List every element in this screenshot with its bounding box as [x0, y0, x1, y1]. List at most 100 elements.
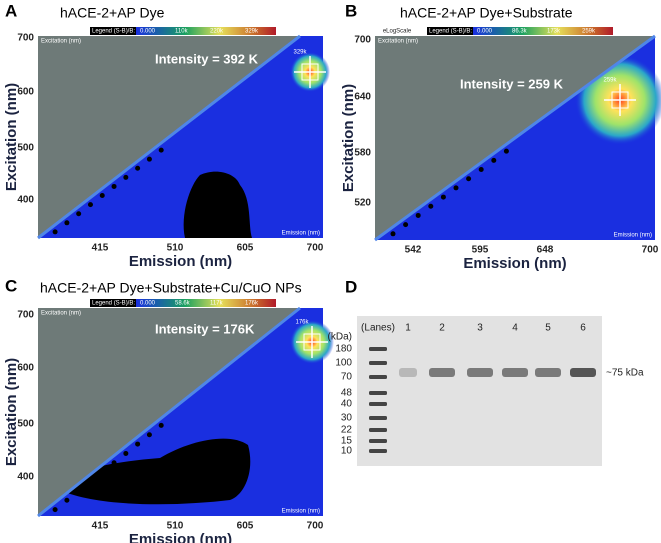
speck [135, 165, 141, 171]
panel-label: B [345, 1, 357, 20]
speck [158, 147, 164, 153]
speck [146, 432, 152, 438]
legend-bar [473, 27, 613, 35]
x-tick-label: 595 [472, 245, 489, 256]
ladder-band [369, 428, 387, 432]
legend-label: Legend (S-B)/B: [92, 29, 135, 35]
y-tick-label: 700 [17, 33, 34, 44]
speck [503, 148, 509, 154]
ladder-band [369, 402, 387, 406]
band [502, 368, 528, 377]
marker-size: 40 [341, 399, 353, 410]
x-tick-label: 648 [537, 245, 554, 256]
legend-box [90, 299, 136, 307]
x-tick-label: 542 [405, 245, 422, 256]
x-tick-label: 510 [167, 521, 184, 532]
x-tick-label: 415 [92, 521, 109, 532]
crosshair-box [303, 333, 321, 351]
marker-size: 70 [341, 372, 353, 383]
marker-label: 329k [293, 50, 307, 56]
crosshair-box [611, 91, 629, 109]
diagonal [37, 306, 301, 518]
band [570, 368, 596, 377]
marker-size: 30 [341, 413, 353, 424]
marker-label: 259k [603, 78, 617, 84]
panel-title: hACE-2+AP Dye [60, 5, 165, 21]
speck [111, 183, 117, 189]
ladder-band [369, 391, 387, 395]
speck [491, 157, 497, 163]
legend-value: 86.3k [512, 29, 528, 35]
speck [403, 222, 409, 228]
y-tick-label: 600 [17, 363, 34, 374]
intensity: Intensity = 259 K [460, 76, 564, 91]
ladder-band [369, 375, 387, 379]
legend-value: 117k [210, 301, 224, 307]
y-tick-label: 700 [354, 35, 371, 46]
x-tick-label: 700 [307, 243, 324, 254]
marker-size: 48 [341, 388, 353, 399]
x-tick-label: 415 [92, 243, 109, 254]
scale-note: eLogScale [383, 29, 412, 35]
legend-bar [136, 299, 276, 307]
ladder-band [369, 449, 387, 453]
legend-value: 173k [547, 29, 561, 35]
y-tick-label: 520 [354, 198, 371, 209]
legend-value: 176k [245, 301, 259, 307]
panel-title: hACE-2+AP Dye+Substrate+Cu/CuO NPs [40, 280, 302, 296]
speck [76, 211, 82, 217]
legend-value: 329k [245, 29, 259, 35]
panel-label: A [5, 1, 17, 20]
lane-label: 1 [405, 323, 411, 334]
speck [87, 202, 93, 208]
inner-x-label: Emission (nm) [282, 231, 320, 237]
legend-value: 220k [210, 29, 224, 35]
speck [99, 469, 105, 475]
speck [87, 479, 93, 485]
speck [478, 167, 484, 173]
y-axis-title: Excitation (nm) [3, 83, 20, 191]
lane-label: 3 [477, 323, 483, 334]
speck [64, 497, 70, 503]
lane-label: 5 [545, 323, 551, 334]
y-tick-label: 500 [17, 419, 34, 430]
inner-y-label: Excitation (nm) [41, 39, 81, 45]
diagonal [37, 34, 301, 240]
signal-region [183, 171, 252, 238]
band [467, 368, 493, 377]
legend-bar [136, 27, 276, 35]
y-tick-label: 580 [354, 148, 371, 159]
y-axis-title: Excitation (nm) [340, 84, 357, 192]
x-tick-label: 700 [642, 245, 659, 256]
speck [158, 422, 164, 428]
y-tick-label: 400 [17, 472, 34, 483]
legend-value: 0.000 [140, 301, 156, 307]
intensity: Intensity = 392 K [155, 51, 259, 66]
speck [99, 193, 105, 199]
legend-box [427, 27, 473, 35]
x-axis-title: Emission (nm) [129, 253, 232, 270]
marker-label: 176k [295, 320, 309, 326]
x-axis-title: Emission (nm) [463, 255, 566, 272]
y-tick-label: 700 [17, 310, 34, 321]
band [535, 368, 561, 377]
x-tick-label: 700 [307, 521, 324, 532]
speck [111, 460, 117, 466]
speck [415, 212, 421, 218]
signal-region [60, 438, 251, 505]
speck [440, 194, 446, 200]
speck [453, 185, 459, 191]
legend-value: 110k [175, 29, 189, 35]
lane-label: 6 [580, 323, 586, 334]
legend-value: 58.6k [175, 301, 191, 307]
band [399, 368, 417, 377]
marker-size: 10 [341, 446, 353, 457]
legend-value: 0.000 [477, 29, 493, 35]
y-tick-label: 600 [17, 87, 34, 98]
inner-x-label: Emission (nm) [614, 233, 652, 239]
x-tick-label: 510 [167, 243, 184, 254]
speck [123, 450, 129, 456]
inner-x-label: Emission (nm) [282, 509, 320, 515]
panel-label: D [345, 277, 357, 296]
